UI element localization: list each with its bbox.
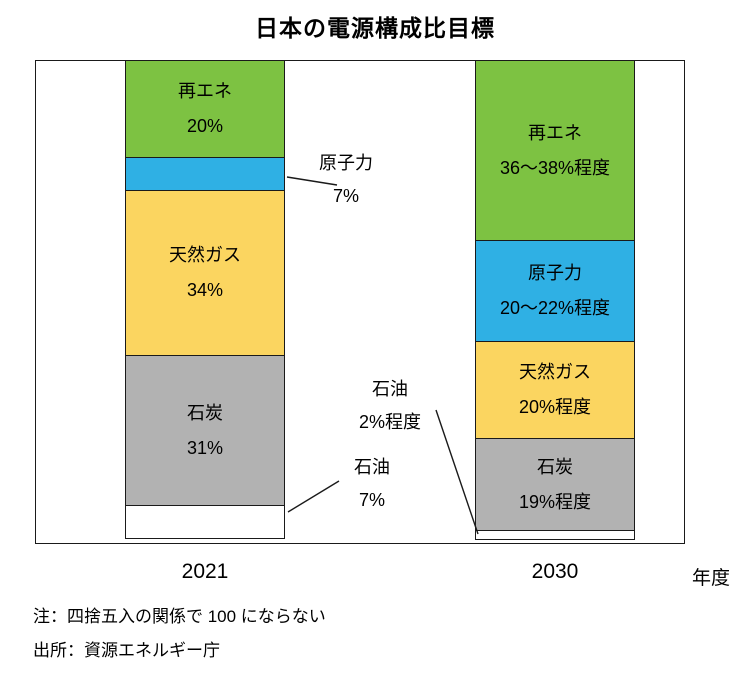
segment-value: 20〜22%程度 [499, 298, 611, 318]
segment-label: 原子力 20〜22%程度 [500, 256, 610, 326]
bar-segment-原子力-2021 [125, 157, 285, 191]
segment-label: 天然ガス 34% [169, 238, 241, 308]
segment-value: 19%程度 [518, 491, 592, 512]
axis-label-2021: 2021 [181, 560, 229, 583]
stacked-bar-2030: 再エネ 36〜38%程度 原子力 20〜22%程度 天然ガス 20%程度石炭 19%程度 [475, 60, 635, 540]
segment-value: 36〜38%程度 [499, 157, 611, 178]
callout-line1: 石油 [354, 457, 390, 477]
bar-segment-天然ガス-2030: 天然ガス 20%程度 [475, 341, 635, 439]
bar-segment-天然ガス-2021: 天然ガス 34% [125, 190, 285, 356]
callout-label-oil-2021: 石油 7% [330, 451, 414, 517]
callout-line1: 原子力 [319, 153, 373, 173]
segment-value: 20%程度 [518, 397, 592, 417]
segment-value: 34% [186, 280, 224, 300]
segment-name: 原子力 [528, 263, 582, 283]
segment-label: 石炭 19%程度 [519, 450, 591, 520]
chart-title: 日本の電源構成比目標 [255, 15, 495, 41]
note-source: 出所：資源エネルギー庁 [33, 641, 220, 660]
bar-segment-再エネ-2021: 再エネ 20% [125, 60, 285, 158]
segment-name: 天然ガス [519, 362, 591, 382]
segment-name: 石炭 [187, 402, 223, 423]
callout-label-nuclear-2021: 原子力 7% [296, 147, 396, 213]
callout-label-oil-2030: 石油 2%程度 [340, 373, 440, 439]
axis-label-2030: 2030 [531, 560, 579, 583]
bar-segment-石炭-2030: 石炭 19%程度 [475, 438, 635, 531]
segment-label: 再エネ 20% [178, 74, 232, 144]
segment-name: 石炭 [537, 456, 573, 477]
note-rounding: 注：四捨五入の関係で 100 にならない [33, 607, 326, 626]
callout-line2: 7% [358, 490, 385, 510]
segment-value: 20% [186, 116, 224, 136]
bar-segment-原子力-2030: 原子力 20〜22%程度 [475, 240, 635, 342]
callout-line2: 7% [332, 186, 359, 206]
bar-segment-石油-2021 [125, 505, 285, 539]
segment-name: 再エネ [528, 122, 582, 143]
bar-segment-再エネ-2030: 再エネ 36〜38%程度 [475, 60, 635, 241]
axis-unit-label: 年度 [692, 568, 731, 589]
callout-line2: 2%程度 [358, 412, 421, 432]
bar-segment-石油-2030 [475, 530, 635, 540]
segment-name: 天然ガス [169, 245, 241, 265]
segment-name: 再エネ [178, 81, 232, 101]
stacked-bar-2021: 再エネ 20% 天然ガス 34% 石炭 31% [125, 60, 285, 539]
segment-label: 石炭 31% [187, 396, 223, 466]
bar-segment-石炭-2021: 石炭 31% [125, 355, 285, 506]
segment-label: 天然ガス 20%程度 [519, 355, 591, 425]
segment-value: 31% [186, 437, 224, 458]
callout-line1: 石油 [372, 379, 408, 399]
segment-label: 再エネ 36〜38%程度 [500, 116, 610, 186]
